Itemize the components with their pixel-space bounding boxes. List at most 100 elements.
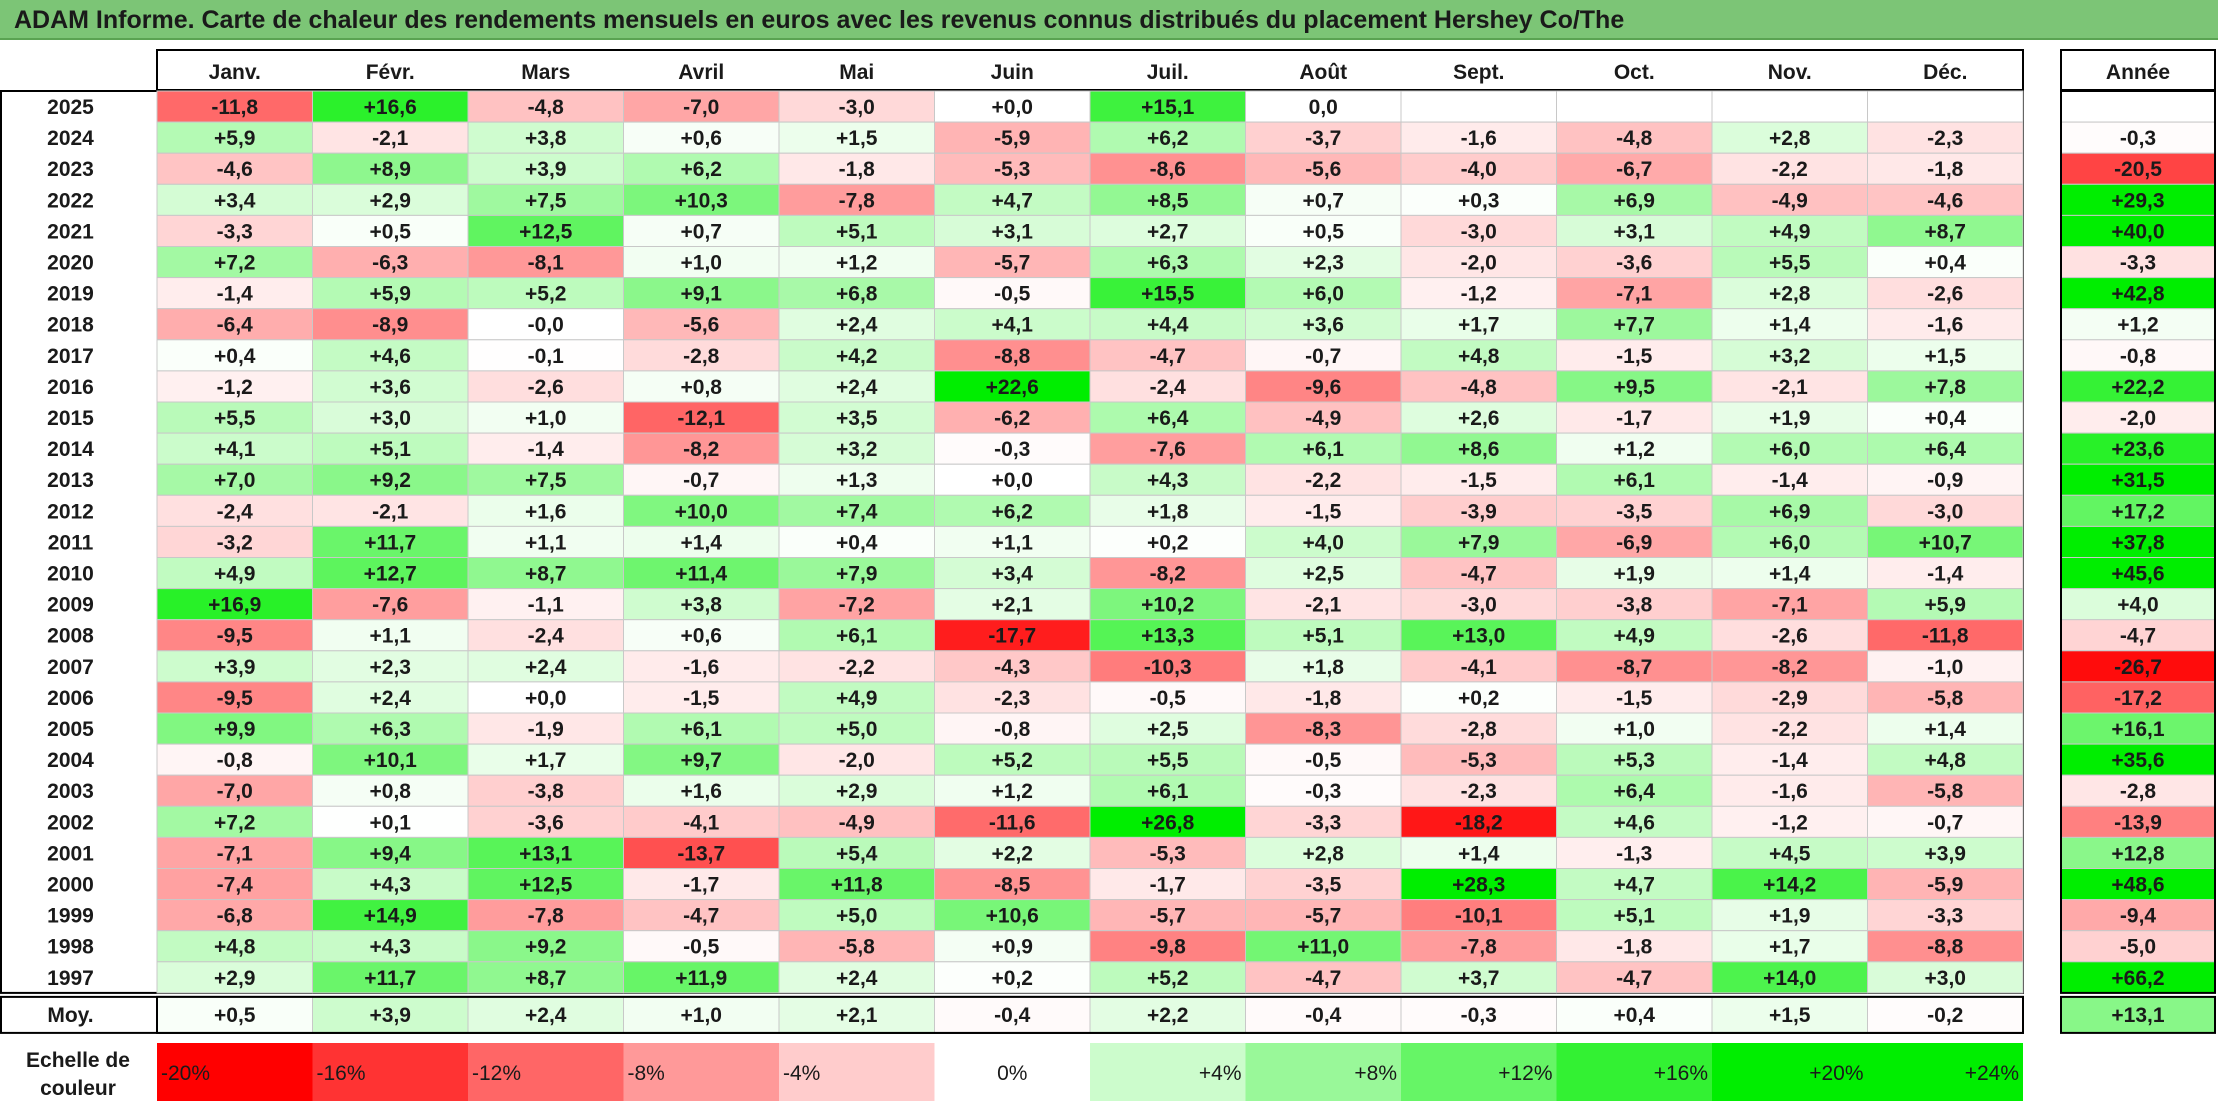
cell-value: -18,2	[1455, 811, 1503, 834]
heatmap-cell	[1711, 899, 1868, 932]
cell-value: -7,1	[217, 842, 254, 865]
cell-value: -4,3	[994, 656, 1030, 679]
cell-value: +5,1	[370, 438, 412, 461]
heatmap-cell	[1867, 557, 2024, 590]
heatmap-cell	[1245, 432, 1402, 465]
cell-value: +16,6	[364, 96, 417, 119]
heatmap-cell	[778, 370, 935, 403]
cell-value: -0,7	[1927, 811, 1963, 834]
cell-value: +10,6	[986, 905, 1039, 928]
legend-swatch	[1556, 1043, 1712, 1101]
cell-value: +4,9	[1769, 220, 1810, 243]
cell-value: +9,5	[1614, 376, 1656, 399]
cell-value: -2,4	[528, 625, 565, 648]
cell-value: -7,1	[1616, 283, 1653, 306]
heatmap-cell	[1867, 246, 2024, 279]
heatmap-cell	[156, 836, 313, 870]
cell-value: -7,2	[839, 594, 875, 617]
cell-value: +28,3	[1452, 874, 1505, 897]
legend-swatch	[1867, 1043, 2023, 1101]
cell-value: +26,8	[1141, 811, 1194, 834]
cell-value: -7,0	[217, 780, 253, 803]
cell-value: +3,8	[681, 594, 723, 617]
month-header: Févr.	[366, 61, 415, 84]
heatmap-cell	[1556, 619, 1713, 652]
heatmap-cell	[1867, 370, 2024, 403]
cell-value: +6,1	[1303, 438, 1345, 461]
cell-value: +5,2	[1147, 967, 1188, 990]
annual-value: +35,6	[2111, 749, 2164, 772]
heatmap-cell	[1711, 650, 1868, 683]
heatmap-cell	[1245, 214, 1402, 247]
annual-value: -2,0	[2120, 407, 2156, 430]
heatmap-cell	[1400, 868, 1557, 901]
cell-value: +0,8	[681, 376, 723, 399]
cell-value: +3,0	[370, 407, 411, 430]
heatmap-cell	[156, 463, 313, 496]
heatmap-cell	[1089, 681, 1246, 714]
cell-value: -2,3	[994, 687, 1030, 710]
cell-value: +6,3	[1147, 252, 1188, 275]
cell-value: +1,4	[1458, 842, 1500, 865]
heatmap-cell	[1711, 930, 1868, 963]
heatmap-cell	[1867, 121, 2024, 154]
cell-value: +4,2	[836, 345, 877, 368]
cell-value: -7,6	[1150, 438, 1186, 461]
cell-value: -4,8	[528, 96, 565, 119]
annual-value: +31,5	[2111, 469, 2164, 492]
heatmap-cell	[156, 961, 313, 994]
year-label: 2004	[47, 749, 94, 772]
heatmap-cell	[1245, 525, 1402, 559]
cell-value: +3,9	[525, 158, 566, 181]
cell-value: +4,5	[1769, 842, 1811, 865]
cell-value: -9,6	[1305, 376, 1341, 399]
cell-value: -3,5	[1616, 500, 1653, 523]
legend-stop-label: +8%	[1354, 1062, 1397, 1085]
heatmap-cell	[934, 588, 1091, 621]
year-label: 2023	[47, 158, 94, 181]
average-value: -0,3	[1461, 1004, 1497, 1027]
heatmap-cell	[1089, 183, 1246, 216]
cell-value: +2,9	[836, 780, 877, 803]
cell-value: -11,8	[211, 96, 258, 119]
cell-value: +2,8	[1769, 283, 1811, 306]
cell-value: -9,5	[217, 687, 254, 710]
cell-value: -4,7	[683, 905, 719, 928]
cell-value: -4,8	[1461, 376, 1498, 399]
cell-value: +4,8	[1925, 749, 1967, 772]
cell-value: 0,0	[1309, 96, 1338, 119]
cell-value: -2,1	[372, 127, 409, 150]
heatmap-cell	[1556, 868, 1713, 901]
legend-swatch	[934, 1043, 1090, 1101]
annual-value: -4,7	[2120, 625, 2156, 648]
cell-value: +1,8	[1147, 500, 1189, 523]
cell-value: -6,7	[1616, 158, 1652, 181]
cell-value: +0,4	[836, 531, 878, 554]
heatmap-cell	[623, 681, 780, 714]
annual-cell	[2060, 868, 2216, 901]
annual-cell	[2060, 619, 2216, 652]
cell-value: +5,5	[1147, 749, 1189, 772]
cell-value: +5,1	[1614, 905, 1656, 928]
cell-value: +11,7	[364, 531, 416, 554]
cell-value: +2,9	[214, 967, 255, 990]
heatmap-cell	[156, 868, 313, 901]
heatmap-cell	[1867, 868, 2024, 901]
heatmap-cell	[467, 588, 624, 621]
cell-value: +8,7	[1925, 220, 1966, 243]
annual-value: +45,6	[2111, 563, 2164, 586]
heatmap-cell	[1711, 339, 1868, 372]
cell-value: +14,0	[1763, 967, 1816, 990]
cell-value: +10,3	[675, 189, 728, 212]
cell-value: -4,6	[1927, 189, 1963, 212]
annual-value: -9,4	[2120, 905, 2157, 928]
cell-value: -3,9	[1461, 500, 1497, 523]
heatmap-cell	[1711, 152, 1868, 185]
heatmap-cell	[156, 308, 313, 341]
cell-value: +10,2	[1141, 594, 1194, 617]
annual-cell	[2060, 308, 2216, 341]
annual-value: -13,9	[2114, 811, 2162, 834]
cell-value: -1,5	[1305, 500, 1342, 523]
average-label: Moy.	[47, 1004, 93, 1027]
heatmap-cell	[156, 432, 313, 465]
